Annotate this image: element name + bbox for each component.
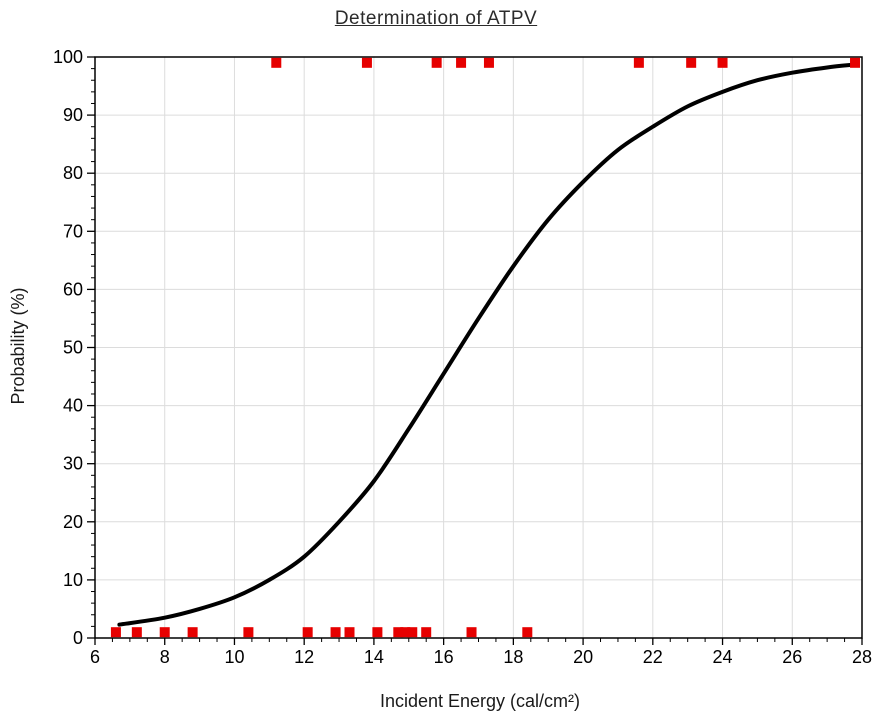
y-tick-label: 70: [63, 221, 83, 241]
x-tick-label: 8: [160, 647, 170, 667]
x-tick-label: 16: [434, 647, 454, 667]
y-tick-label: 50: [63, 338, 83, 358]
data-point: [483, 57, 494, 68]
data-point: [421, 627, 432, 638]
y-tick-label: 40: [63, 396, 83, 416]
data-point: [633, 57, 644, 68]
data-point: [400, 627, 411, 638]
data-points: [110, 57, 861, 638]
x-tick-label: 20: [573, 647, 593, 667]
y-tick-label: 60: [63, 279, 83, 299]
data-point: [302, 627, 313, 638]
y-axis-label: Probability (%): [8, 287, 28, 404]
data-point: [407, 627, 418, 638]
x-tick-label: 18: [503, 647, 523, 667]
probit-curve: [117, 62, 858, 627]
x-tick-label: 14: [364, 647, 384, 667]
data-point: [372, 627, 383, 638]
x-tick-label: 10: [224, 647, 244, 667]
y-tick-label: 30: [63, 454, 83, 474]
x-tick-label: 26: [782, 647, 802, 667]
y-tick-label: 0: [73, 628, 83, 648]
data-point: [187, 627, 198, 638]
data-point: [686, 57, 697, 68]
data-point: [271, 57, 282, 68]
y-tick-label: 20: [63, 512, 83, 532]
y-tick-label: 10: [63, 570, 83, 590]
data-point: [431, 57, 442, 68]
axes: 6 8 10 12 14 16 18 20 22 24 26 28 0 10 20 30 40 50 60 70 80 9…: [53, 47, 872, 667]
x-tick-label: 24: [713, 647, 733, 667]
data-point: [717, 57, 728, 68]
y-tick-label: 100: [53, 47, 83, 67]
data-point: [361, 57, 372, 68]
data-point: [522, 627, 533, 638]
data-point: [110, 627, 121, 638]
x-tick-label: 12: [294, 647, 314, 667]
y-tick-label: 80: [63, 163, 83, 183]
data-point: [131, 627, 142, 638]
y-tick-label: 90: [63, 105, 83, 125]
chart-title: Determination of ATPV: [334, 8, 538, 29]
x-axis-label: Incident Energy (cal/cm²): [380, 691, 580, 711]
grid: [94, 56, 863, 639]
data-point: [330, 627, 341, 638]
data-point: [850, 57, 861, 68]
x-tick-label: 22: [643, 647, 663, 667]
data-point: [344, 627, 355, 638]
data-point: [393, 627, 404, 638]
data-point: [466, 627, 477, 638]
x-tick-label: 28: [852, 647, 872, 667]
data-point: [159, 627, 170, 638]
x-tick-label: 6: [90, 647, 100, 667]
data-point: [243, 627, 254, 638]
data-point: [456, 57, 467, 68]
